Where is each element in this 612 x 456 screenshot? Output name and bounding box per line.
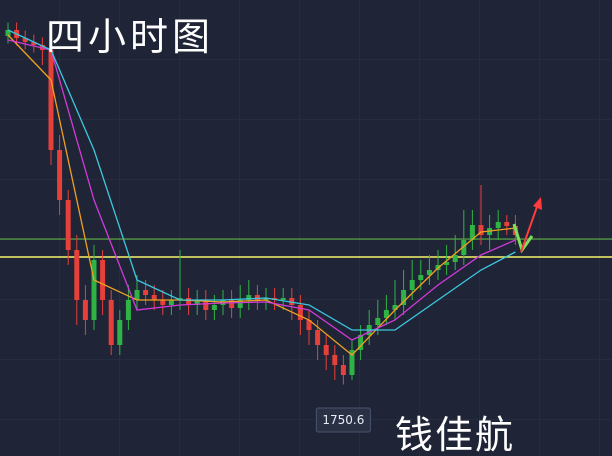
candle-body <box>392 305 398 310</box>
candle-body <box>315 330 321 345</box>
candle-body <box>495 222 501 228</box>
signature: 钱佳航 <box>395 413 515 456</box>
chart-title: 四小时图 <box>46 15 214 59</box>
candle-body <box>358 335 364 350</box>
candle-body <box>82 300 88 320</box>
candle-body <box>125 300 131 320</box>
plot: 1750.6 <box>0 22 612 433</box>
candle-body <box>246 295 252 300</box>
candle-body <box>229 300 235 308</box>
moving-average <box>7 39 516 341</box>
candle-body <box>426 270 432 275</box>
candle-body <box>65 200 71 250</box>
candle-body <box>297 305 303 320</box>
candle-body <box>177 298 183 300</box>
candle-body <box>31 42 37 45</box>
candle-body <box>100 260 106 300</box>
candle-body <box>22 38 28 42</box>
red-arrow-head <box>533 197 542 210</box>
candle-body <box>263 298 269 300</box>
candle-body <box>478 225 484 235</box>
candle-body <box>5 30 11 36</box>
candle-body <box>211 305 217 310</box>
moving-average <box>7 29 516 331</box>
candle-body <box>143 290 149 295</box>
candle-body <box>418 275 424 280</box>
candle-body <box>186 298 192 305</box>
candle-body <box>306 320 312 330</box>
candle-body <box>444 262 450 265</box>
candle-body <box>332 355 338 365</box>
candle-body <box>254 295 260 300</box>
candle-body <box>289 298 295 305</box>
candle-body <box>57 150 63 200</box>
low-label-box <box>315 407 371 433</box>
candle-body <box>168 300 174 305</box>
candle-body <box>340 365 346 375</box>
candle-body <box>194 300 200 305</box>
candle-body <box>383 310 389 318</box>
candle-body <box>74 250 80 300</box>
candle-body <box>48 50 54 150</box>
moving-average <box>7 34 516 356</box>
candle-body <box>160 300 166 305</box>
low-label: 1750.6 <box>322 413 364 427</box>
candle-body <box>151 295 157 300</box>
candle-body <box>108 300 114 345</box>
candle-body <box>323 345 329 355</box>
candle-body <box>237 300 243 308</box>
candle-body <box>117 320 123 345</box>
candle-body <box>203 300 209 310</box>
candle-body <box>375 318 381 325</box>
candle-body <box>91 260 97 320</box>
candle-body <box>504 222 510 226</box>
candle-body <box>134 290 140 300</box>
candle-body <box>409 280 415 290</box>
candle-body <box>349 350 355 375</box>
candle-body <box>401 290 407 305</box>
candle-body <box>280 298 286 300</box>
candle-body <box>469 225 475 240</box>
candle-body <box>452 255 458 262</box>
candle-body <box>461 240 467 255</box>
red-arrow <box>520 203 539 253</box>
